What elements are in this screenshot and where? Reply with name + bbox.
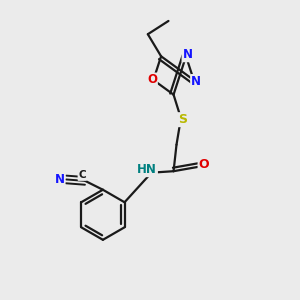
Text: N: N xyxy=(55,173,64,186)
Text: O: O xyxy=(147,74,157,86)
Text: N: N xyxy=(182,48,193,61)
Text: HN: HN xyxy=(137,163,157,176)
Text: N: N xyxy=(191,75,201,88)
Text: O: O xyxy=(199,158,209,171)
Text: S: S xyxy=(178,113,187,126)
Text: C: C xyxy=(79,170,86,180)
